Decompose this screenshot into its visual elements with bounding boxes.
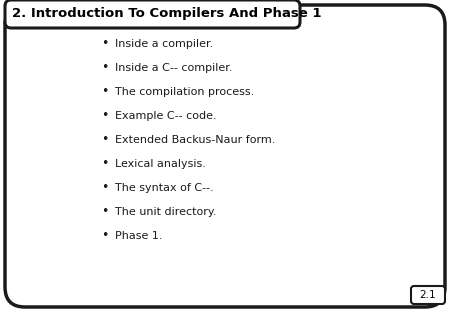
Text: Lexical analysis.: Lexical analysis. bbox=[115, 159, 206, 169]
Text: •: • bbox=[101, 230, 109, 242]
Text: •: • bbox=[101, 61, 109, 75]
Text: •: • bbox=[101, 85, 109, 99]
Text: The compilation process.: The compilation process. bbox=[115, 87, 254, 97]
Text: Phase 1.: Phase 1. bbox=[115, 231, 162, 241]
Text: •: • bbox=[101, 182, 109, 194]
Text: 2. Introduction To Compilers And Phase 1: 2. Introduction To Compilers And Phase 1 bbox=[12, 7, 321, 21]
Text: •: • bbox=[101, 134, 109, 147]
Text: 2.1: 2.1 bbox=[420, 290, 436, 300]
Text: Extended Backus-Naur form.: Extended Backus-Naur form. bbox=[115, 135, 275, 145]
FancyBboxPatch shape bbox=[5, 5, 445, 307]
Text: •: • bbox=[101, 206, 109, 218]
Text: •: • bbox=[101, 37, 109, 51]
Text: Example C-- code.: Example C-- code. bbox=[115, 111, 216, 121]
Text: The unit directory.: The unit directory. bbox=[115, 207, 216, 217]
FancyBboxPatch shape bbox=[5, 0, 300, 28]
Text: The syntax of C--.: The syntax of C--. bbox=[115, 183, 214, 193]
FancyBboxPatch shape bbox=[411, 286, 445, 304]
Text: Inside a compiler.: Inside a compiler. bbox=[115, 39, 213, 49]
Text: •: • bbox=[101, 158, 109, 170]
Text: •: • bbox=[101, 110, 109, 123]
Text: Inside a C-- compiler.: Inside a C-- compiler. bbox=[115, 63, 233, 73]
